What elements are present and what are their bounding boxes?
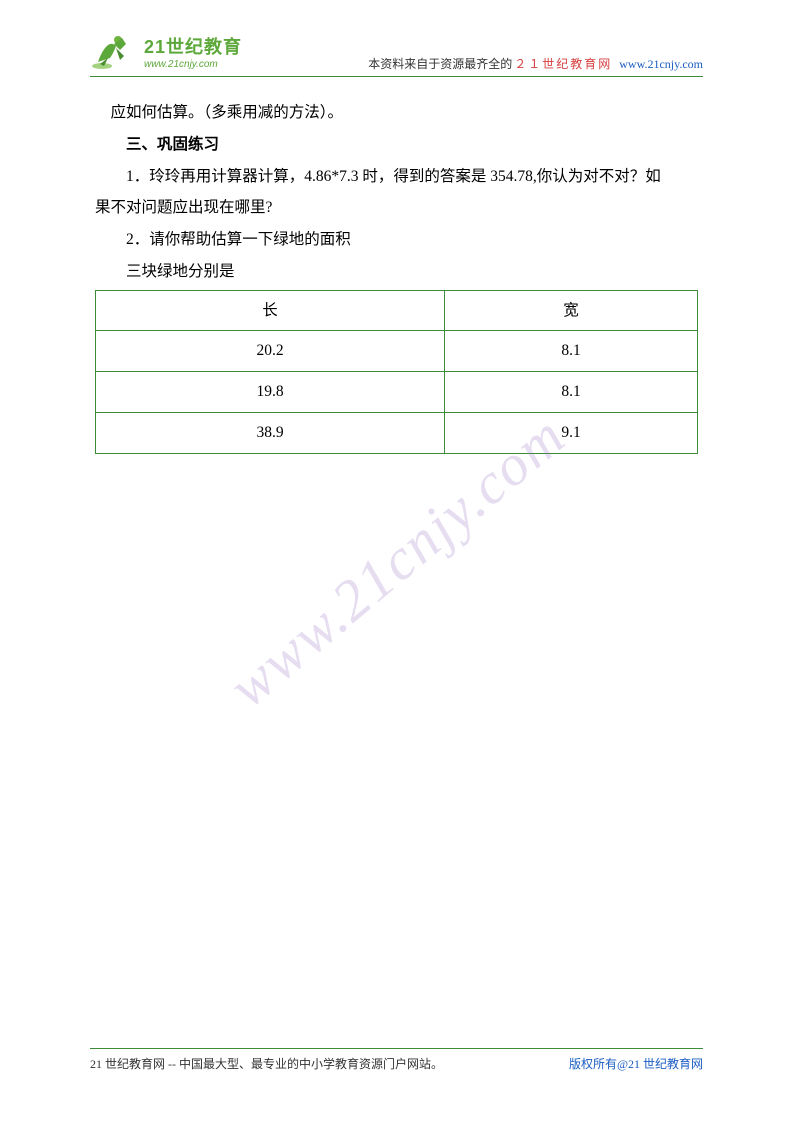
page-header: 21世纪教育 www.21cnjy.com 本资料来自于资源最齐全的 ２１世纪教…: [90, 30, 703, 77]
table-cell: 20.2: [96, 331, 445, 372]
logo-area: 21世纪教育 www.21cnjy.com: [90, 30, 242, 72]
table-header-width: 宽: [445, 290, 698, 331]
logo-icon: [90, 30, 138, 72]
table-cell: 8.1: [445, 331, 698, 372]
document-content: 应如何估算。（多乘用减的方法）。 三、巩固练习 1．玲玲再用计算器计算，4.86…: [90, 97, 703, 454]
logo-sub-text: www.21cnjy.com: [144, 59, 242, 70]
table-cell: 38.9: [96, 412, 445, 453]
section-title: 三、巩固练习: [95, 129, 698, 161]
page-footer: 21 世纪教育网 -- 中国最大型、最专业的中小学教育资源门户网站。 版权所有@…: [90, 1048, 703, 1072]
table-row: 38.9 9.1: [96, 412, 698, 453]
table-cell: 9.1: [445, 412, 698, 453]
header-url[interactable]: www.21cnjy.com: [619, 57, 703, 72]
table-cell: 8.1: [445, 372, 698, 413]
dimensions-table: 长 宽 20.2 8.1 19.8 8.1 38.9 9.1: [95, 290, 698, 454]
org-highlight: ２１世纪教育网: [514, 55, 612, 72]
table-row: 20.2 8.1: [96, 331, 698, 372]
table-header-length: 长: [96, 290, 445, 331]
footer-left-text: 21 世纪教育网 -- 中国最大型、最专业的中小学教育资源门户网站。: [90, 1055, 443, 1072]
table-row: 19.8 8.1: [96, 372, 698, 413]
question-2-sub: 三块绿地分别是: [95, 256, 698, 288]
logo-text: 21世纪教育 www.21cnjy.com: [144, 33, 242, 70]
question-2: 2．请你帮助估算一下绿地的面积: [95, 224, 698, 256]
footer-right-text[interactable]: 版权所有@21 世纪教育网: [569, 1055, 703, 1072]
table-cell: 19.8: [96, 372, 445, 413]
table-header-row: 长 宽: [96, 290, 698, 331]
question-1-cont: 果不对问题应出现在哪里?: [95, 192, 698, 224]
content-line-1: 应如何估算。（多乘用减的方法）。: [95, 97, 698, 129]
header-source-text: 本资料来自于资源最齐全的 ２１世纪教育网 www.21cnjy.com: [368, 55, 703, 72]
question-1: 1．玲玲再用计算器计算，4.86*7.3 时，得到的答案是 354.78,你认为…: [95, 161, 698, 193]
logo-main-text: 21世纪教育: [144, 33, 242, 59]
source-prefix: 本资料来自于资源最齐全的: [368, 55, 512, 72]
data-table-wrapper: 长 宽 20.2 8.1 19.8 8.1 38.9 9.1: [95, 290, 698, 454]
